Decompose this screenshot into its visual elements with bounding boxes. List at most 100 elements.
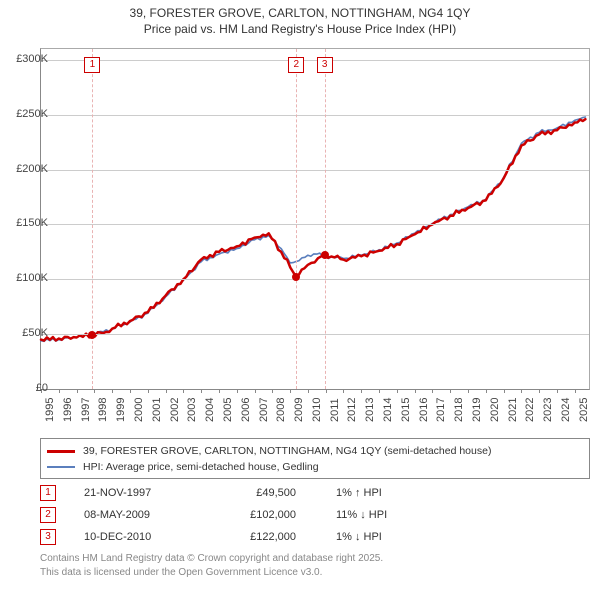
x-tick <box>504 389 505 393</box>
x-axis-label: 2011 <box>329 398 341 422</box>
x-axis-label: 2015 <box>400 398 412 422</box>
x-axis-label: 2013 <box>364 398 376 422</box>
legend-label: HPI: Average price, semi-detached house,… <box>83 461 319 473</box>
x-axis-label: 1998 <box>97 398 109 422</box>
x-axis-label: 1999 <box>115 398 127 422</box>
x-axis-label: 2002 <box>169 398 181 422</box>
x-tick <box>539 389 540 393</box>
event-number-box: 1 <box>40 485 56 501</box>
event-number-box: 3 <box>317 57 333 73</box>
event-number-box: 2 <box>288 57 304 73</box>
gridline <box>41 170 589 171</box>
x-tick <box>201 389 202 393</box>
event-price: £122,000 <box>204 531 336 543</box>
x-tick <box>308 389 309 393</box>
x-axis-label: 2003 <box>186 398 198 422</box>
y-axis-label: £250K <box>16 108 48 120</box>
x-axis-label: 2010 <box>311 398 323 422</box>
x-axis-label: 2004 <box>204 398 216 422</box>
x-axis-label: 2012 <box>346 398 358 422</box>
x-tick <box>432 389 433 393</box>
x-tick <box>148 389 149 393</box>
footer-line-2: This data is licensed under the Open Gov… <box>40 566 383 580</box>
event-row: 3 10-DEC-2010 £122,000 1% ↓ HPI <box>40 526 456 548</box>
x-axis-label: 2008 <box>275 398 287 422</box>
x-tick <box>219 389 220 393</box>
y-axis-label: £50K <box>22 327 48 339</box>
x-tick <box>77 389 78 393</box>
x-axis-label: 2023 <box>542 398 554 422</box>
event-date: 21-NOV-1997 <box>84 487 204 499</box>
x-tick <box>183 389 184 393</box>
event-delta: 1% ↓ HPI <box>336 531 456 543</box>
y-axis-label: £150K <box>16 217 48 229</box>
event-vertical-line <box>296 49 297 389</box>
x-axis-label: 2025 <box>578 398 590 422</box>
x-tick <box>486 389 487 393</box>
event-vertical-line <box>325 49 326 389</box>
event-row: 1 21-NOV-1997 £49,500 1% ↑ HPI <box>40 482 456 504</box>
chart-svg <box>41 49 589 389</box>
x-axis-label: 2014 <box>382 398 394 422</box>
event-number-box: 3 <box>40 529 56 545</box>
x-tick <box>397 389 398 393</box>
x-tick <box>557 389 558 393</box>
footer-attribution: Contains HM Land Registry data © Crown c… <box>40 552 383 579</box>
event-date: 10-DEC-2010 <box>84 531 204 543</box>
gridline <box>41 224 589 225</box>
x-tick <box>343 389 344 393</box>
x-tick <box>255 389 256 393</box>
series-line-price_paid <box>41 119 585 340</box>
events-table: 1 21-NOV-1997 £49,500 1% ↑ HPI 2 08-MAY-… <box>40 482 456 548</box>
x-axis-label: 2000 <box>133 398 145 422</box>
title-line-1: 39, FORESTER GROVE, CARLTON, NOTTINGHAM,… <box>0 6 600 22</box>
x-axis-label: 1995 <box>44 398 56 422</box>
series-line-hpi <box>41 117 585 341</box>
x-axis-label: 2024 <box>560 398 572 422</box>
legend: 39, FORESTER GROVE, CARLTON, NOTTINGHAM,… <box>40 438 590 479</box>
event-delta: 1% ↑ HPI <box>336 487 456 499</box>
footer-line-1: Contains HM Land Registry data © Crown c… <box>40 552 383 566</box>
y-axis-label: £300K <box>16 53 48 65</box>
legend-label: 39, FORESTER GROVE, CARLTON, NOTTINGHAM,… <box>83 445 491 457</box>
x-axis-label: 2017 <box>435 398 447 422</box>
legend-item-hpi: HPI: Average price, semi-detached house,… <box>47 459 583 475</box>
x-tick <box>326 389 327 393</box>
legend-item-price-paid: 39, FORESTER GROVE, CARLTON, NOTTINGHAM,… <box>47 443 583 459</box>
x-axis-label: 2007 <box>258 398 270 422</box>
event-marker-dot <box>88 331 96 339</box>
event-date: 08-MAY-2009 <box>84 509 204 521</box>
x-axis-label: 2021 <box>507 398 519 422</box>
x-tick <box>272 389 273 393</box>
x-tick <box>361 389 362 393</box>
event-price: £49,500 <box>204 487 336 499</box>
x-axis-label: 2005 <box>222 398 234 422</box>
event-number-box: 1 <box>84 57 100 73</box>
x-tick <box>379 389 380 393</box>
x-axis-label: 2016 <box>418 398 430 422</box>
y-axis-label: £200K <box>16 163 48 175</box>
gridline <box>41 334 589 335</box>
x-tick <box>112 389 113 393</box>
title-line-2: Price paid vs. HM Land Registry's House … <box>0 22 600 38</box>
x-axis-label: 2001 <box>151 398 163 422</box>
x-tick <box>237 389 238 393</box>
chart-title: 39, FORESTER GROVE, CARLTON, NOTTINGHAM,… <box>0 0 600 37</box>
x-tick <box>575 389 576 393</box>
gridline <box>41 60 589 61</box>
gridline <box>41 115 589 116</box>
y-axis-label: £100K <box>16 272 48 284</box>
x-axis-label: 2018 <box>453 398 465 422</box>
event-marker-dot <box>321 251 329 259</box>
event-number-box: 2 <box>40 507 56 523</box>
x-axis-label: 2019 <box>471 398 483 422</box>
x-tick <box>166 389 167 393</box>
event-marker-dot <box>292 273 300 281</box>
x-tick <box>59 389 60 393</box>
x-axis-label: 2022 <box>524 398 536 422</box>
gridline <box>41 279 589 280</box>
event-row: 2 08-MAY-2009 £102,000 11% ↓ HPI <box>40 504 456 526</box>
x-tick <box>521 389 522 393</box>
legend-swatch-red <box>47 450 75 453</box>
event-delta: 11% ↓ HPI <box>336 509 456 521</box>
